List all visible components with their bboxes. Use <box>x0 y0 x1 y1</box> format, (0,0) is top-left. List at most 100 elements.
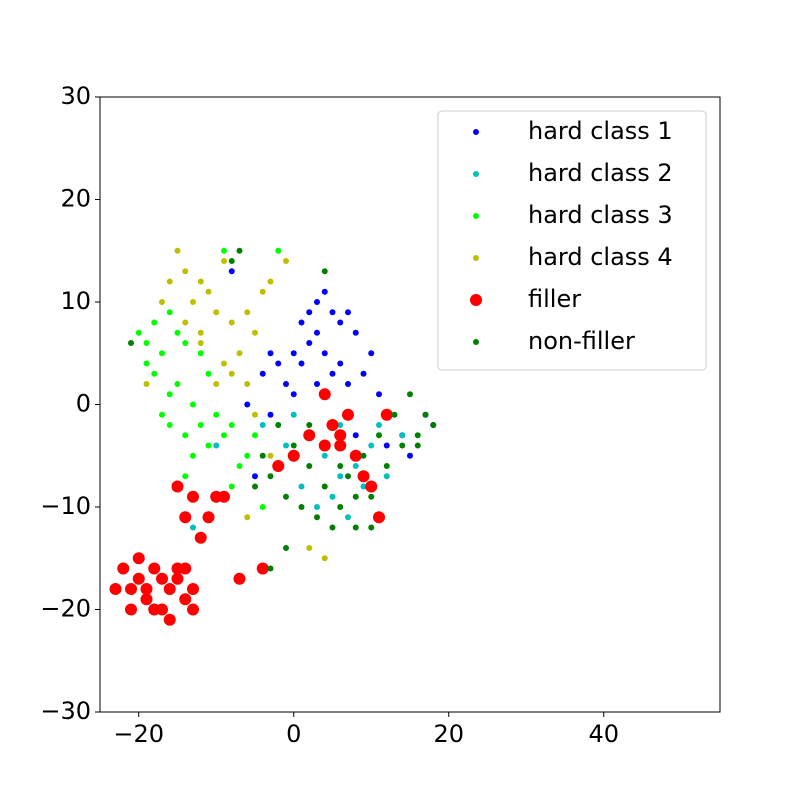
scatter-point <box>290 391 297 398</box>
legend-box <box>437 110 707 371</box>
scatter-point <box>259 504 266 510</box>
scatter-point <box>368 524 375 531</box>
scatter-point <box>399 432 406 439</box>
scatter-point <box>329 309 336 316</box>
scatter-point <box>368 350 375 357</box>
scatter-point <box>329 493 336 500</box>
scatter-point <box>306 463 313 469</box>
scatter-point <box>213 309 220 316</box>
scatter-point <box>244 309 251 316</box>
y-tick-label: 30 <box>60 82 91 110</box>
scatter-point <box>314 514 320 521</box>
scatter-point <box>205 288 212 295</box>
scatter-point <box>391 411 398 418</box>
scatter-point <box>365 480 378 493</box>
scatter-point <box>252 473 258 480</box>
scatter-point <box>252 329 258 336</box>
scatter-point <box>306 422 313 428</box>
scatter-point <box>360 370 367 377</box>
scatter-point <box>148 603 161 616</box>
scatter-point <box>252 432 258 439</box>
scatter-point <box>321 288 328 295</box>
scatter-point <box>244 452 251 459</box>
scatter-point <box>298 360 305 367</box>
scatter-point <box>267 411 274 418</box>
scatter-point <box>337 463 344 469</box>
scatter-point <box>228 319 235 326</box>
scatter-point <box>314 381 320 387</box>
scatter-point <box>218 490 230 503</box>
scatter-point <box>267 278 274 285</box>
scatter-point <box>383 442 390 449</box>
scatter-point <box>252 483 258 490</box>
scatter-point <box>159 350 165 357</box>
scatter-point <box>345 309 351 316</box>
scatter-point <box>197 340 204 346</box>
legend-label: hard class 3 <box>528 201 673 229</box>
scatter-point <box>236 350 243 357</box>
scatter-point <box>326 419 339 431</box>
y-tick-label: 0 <box>76 390 91 418</box>
scatter-point <box>345 514 351 521</box>
scatter-point <box>179 562 192 575</box>
scatter-point <box>368 442 375 449</box>
scatter-point <box>156 572 168 585</box>
scatter-point <box>143 340 150 346</box>
scatter-point <box>125 583 137 595</box>
scatter-point <box>244 381 251 387</box>
scatter-point <box>166 278 173 285</box>
scatter-point <box>306 545 313 551</box>
scatter-point <box>187 490 199 503</box>
scatter-point <box>314 329 320 336</box>
scatter-point <box>174 381 181 387</box>
scatter-point <box>321 555 328 562</box>
legend: hard class 1 hard class 2 hard class 3 hard… <box>437 110 707 371</box>
scatter-point <box>143 381 150 387</box>
scatter-point <box>159 299 165 305</box>
scatter-point <box>166 391 173 398</box>
legend-marker <box>473 255 479 261</box>
scatter-point <box>337 473 344 480</box>
scatter-point <box>132 572 145 585</box>
scatter-point <box>318 388 331 401</box>
scatter-point <box>407 452 413 459</box>
y-tick-label: 10 <box>60 287 91 315</box>
legend-label: hard class 4 <box>528 243 673 271</box>
scatter-point <box>132 552 145 565</box>
scatter-point <box>117 562 130 575</box>
scatter-point <box>228 268 235 275</box>
scatter-point <box>190 401 196 408</box>
legend-label: filler <box>528 285 581 313</box>
scatter-point <box>174 247 181 254</box>
legend-marker <box>470 294 482 306</box>
scatter-point <box>357 470 370 483</box>
scatter-point <box>368 493 375 500</box>
legend-marker <box>473 213 479 219</box>
scatter-point <box>376 391 382 398</box>
scatter-point <box>318 439 331 452</box>
legend-label: hard class 2 <box>528 159 673 187</box>
scatter-point <box>166 422 173 428</box>
scatter-point <box>352 329 359 336</box>
x-tick-label: 0 <box>286 720 301 748</box>
scatter-point <box>306 340 313 346</box>
scatter-point <box>259 452 266 459</box>
scatter-point <box>194 531 207 544</box>
scatter-point <box>329 370 336 377</box>
scatter-point <box>182 432 189 439</box>
scatter-point <box>267 473 274 480</box>
legend-marker <box>473 129 479 135</box>
scatter-point <box>182 473 189 480</box>
scatter-point <box>244 514 251 521</box>
scatter-point <box>321 268 328 275</box>
scatter-point <box>221 432 227 439</box>
scatter-point <box>287 449 300 462</box>
scatter-point <box>190 452 196 459</box>
scatter-point <box>205 442 212 449</box>
scatter-point <box>298 504 305 510</box>
scatter-point <box>213 411 220 418</box>
scatter-point <box>179 593 192 606</box>
scatter-point <box>182 319 189 326</box>
scatter-point <box>151 370 158 377</box>
